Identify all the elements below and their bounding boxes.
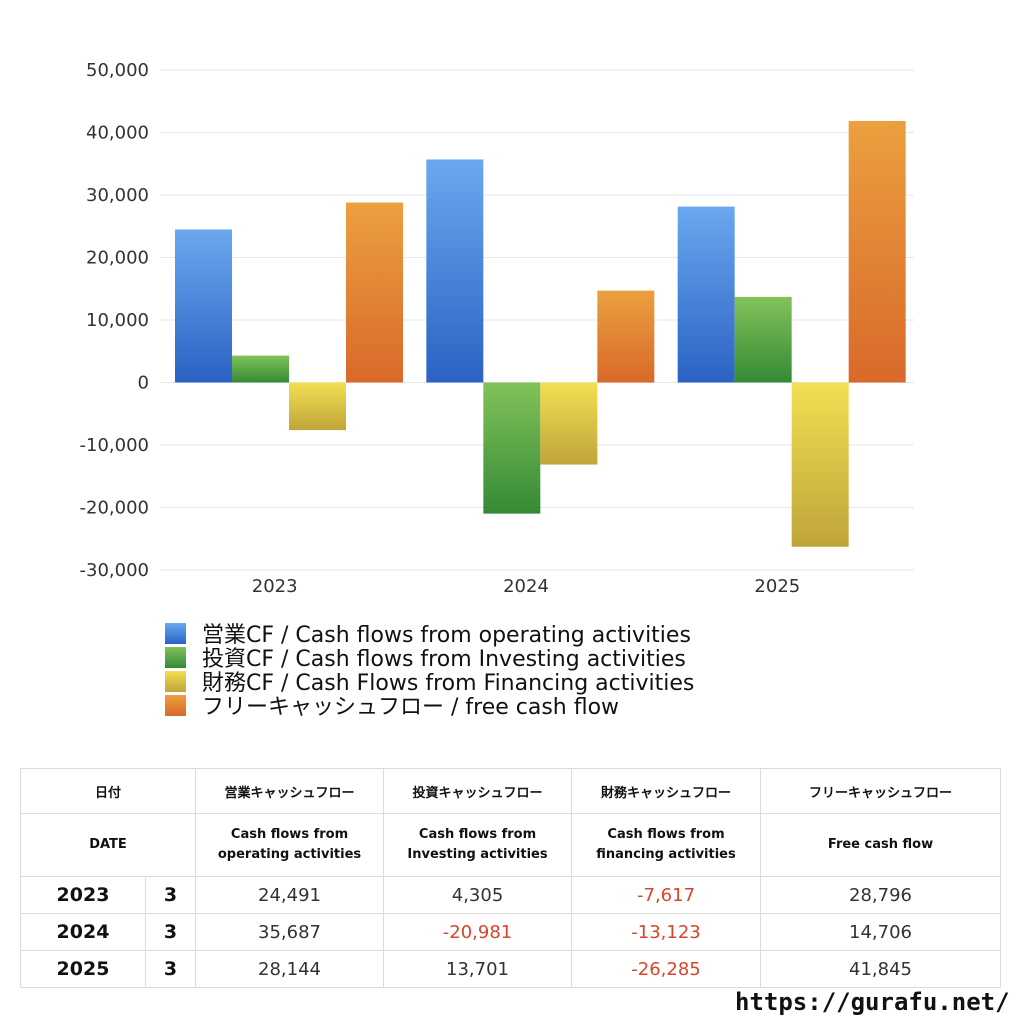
y-tick-label: 10,000 [86, 310, 149, 331]
header-financing-jp: 財務キャッシュフロー [571, 768, 762, 814]
table-header-en: DATE Cash flows from operating activities… [19, 813, 1002, 877]
bar-investing [232, 355, 289, 383]
header-financing-en-line2: financing activities [596, 847, 736, 862]
chart-legend: 営業CF / Cash flows from operating activit… [165, 621, 694, 720]
cell-operating: 28,144 [195, 950, 385, 988]
row-year: 2023 [20, 876, 146, 914]
row-month: 3 [144, 950, 197, 988]
header-financing-en-line1: Cash flows from [607, 827, 725, 842]
row-month: 3 [144, 913, 197, 951]
legend-item-operating: 営業CF / Cash flows from operating activit… [165, 621, 694, 648]
x-tick-label: 2023 [252, 576, 298, 597]
cell-investing: 4,305 [383, 876, 573, 914]
y-tick-label: -10,000 [80, 435, 149, 456]
y-tick-label: 50,000 [86, 60, 149, 81]
row-month: 3 [144, 876, 197, 914]
cell-free: 41,845 [760, 950, 1002, 988]
header-free-en: Free cash flow [760, 813, 1002, 877]
bar-investing [734, 296, 792, 383]
legend-swatch-investing [165, 646, 186, 668]
bar-operating [175, 229, 232, 383]
y-tick-label: -20,000 [80, 498, 149, 519]
legend-label-free: フリーキャッシュフロー / free cash flow [202, 695, 620, 720]
legend-item-free: フリーキャッシュフロー / free cash flow [165, 693, 694, 720]
legend-item-financing: 財務CF / Cash Flows from Financing activit… [165, 669, 694, 696]
site-url[interactable]: https://gurafu.net/ [735, 988, 1010, 1016]
legend-label-financing: 財務CF / Cash Flows from Financing activit… [202, 671, 695, 696]
bar-financing [540, 382, 598, 465]
cell-operating: 24,491 [195, 876, 385, 914]
table-row: 2024 3 35,687 -20,981 -13,123 14,706 [20, 913, 1002, 951]
legend-swatch-financing [165, 670, 186, 692]
y-tick-label: 40,000 [86, 123, 149, 144]
bar-free [848, 120, 906, 383]
bar-operating [426, 159, 484, 383]
bar-financing [289, 382, 346, 431]
cell-free: 28,796 [760, 876, 1002, 914]
header-investing-jp: 投資キャッシュフロー [383, 768, 573, 814]
y-tick-label: -30,000 [80, 560, 149, 581]
header-operating-en-line1: Cash flows from [230, 827, 349, 842]
bar-operating [677, 206, 735, 383]
legend-swatch-free [165, 694, 186, 716]
header-date-en: DATE [19, 813, 197, 877]
cell-investing: 13,701 [383, 950, 573, 988]
y-tick-label: 0 [138, 373, 149, 394]
bar-free [346, 202, 403, 383]
table-row: 2025 3 28,144 13,701 -26,285 41,845 [20, 950, 1002, 988]
cell-financing: -13,123 [571, 913, 762, 951]
header-operating-jp: 営業キャッシュフロー [195, 768, 385, 814]
legend-label-operating: 営業CF / Cash flows from operating activit… [202, 623, 691, 648]
row-year: 2025 [20, 950, 146, 988]
header-free-jp: フリーキャッシュフロー [760, 768, 1002, 814]
header-investing-en: Cash flows from Investing activities [383, 813, 573, 877]
bar-financing [791, 382, 849, 547]
header-operating-en: Cash flows from operating activities [195, 813, 385, 877]
x-tick-label: 2024 [503, 576, 549, 597]
cell-investing: -20,981 [383, 913, 573, 951]
cell-financing: -26,285 [571, 950, 762, 988]
cell-financing: -7,617 [571, 876, 762, 914]
y-tick-label: 30,000 [86, 185, 149, 206]
legend-swatch-operating [165, 622, 186, 644]
header-date-jp: 日付 [19, 768, 197, 814]
legend-label-investing: 投資CF / Cash flows from Investing activit… [202, 647, 686, 672]
cell-free: 14,706 [760, 913, 1002, 951]
bar-investing [483, 382, 541, 514]
header-financing-en: Cash flows from financing activities [571, 813, 762, 877]
row-year: 2024 [20, 913, 146, 951]
legend-item-investing: 投資CF / Cash flows from Investing activit… [165, 645, 694, 672]
header-investing-en-line1: Cash flows from [418, 827, 537, 842]
table-header-jp: 日付 営業キャッシュフロー 投資キャッシュフロー 財務キャッシュフロー フリーキ… [19, 768, 1002, 814]
cash-flow-bar-chart: 50,000 40,000 30,000 20,000 10,000 0 -10,000 -2… [80, 60, 914, 597]
cell-operating: 35,687 [195, 913, 385, 951]
y-tick-label: 20,000 [86, 248, 149, 269]
cash-flow-table: 日付 営業キャッシュフロー 投資キャッシュフロー 財務キャッシュフロー フリーキ… [19, 768, 1002, 988]
table-row: 2023 3 24,491 4,305 -7,617 28,796 [20, 876, 1002, 914]
header-investing-en-line2: Investing activities [407, 847, 548, 862]
x-tick-label: 2025 [754, 576, 800, 597]
bar-free [597, 290, 655, 383]
header-operating-en-line2: operating activities [217, 847, 362, 862]
